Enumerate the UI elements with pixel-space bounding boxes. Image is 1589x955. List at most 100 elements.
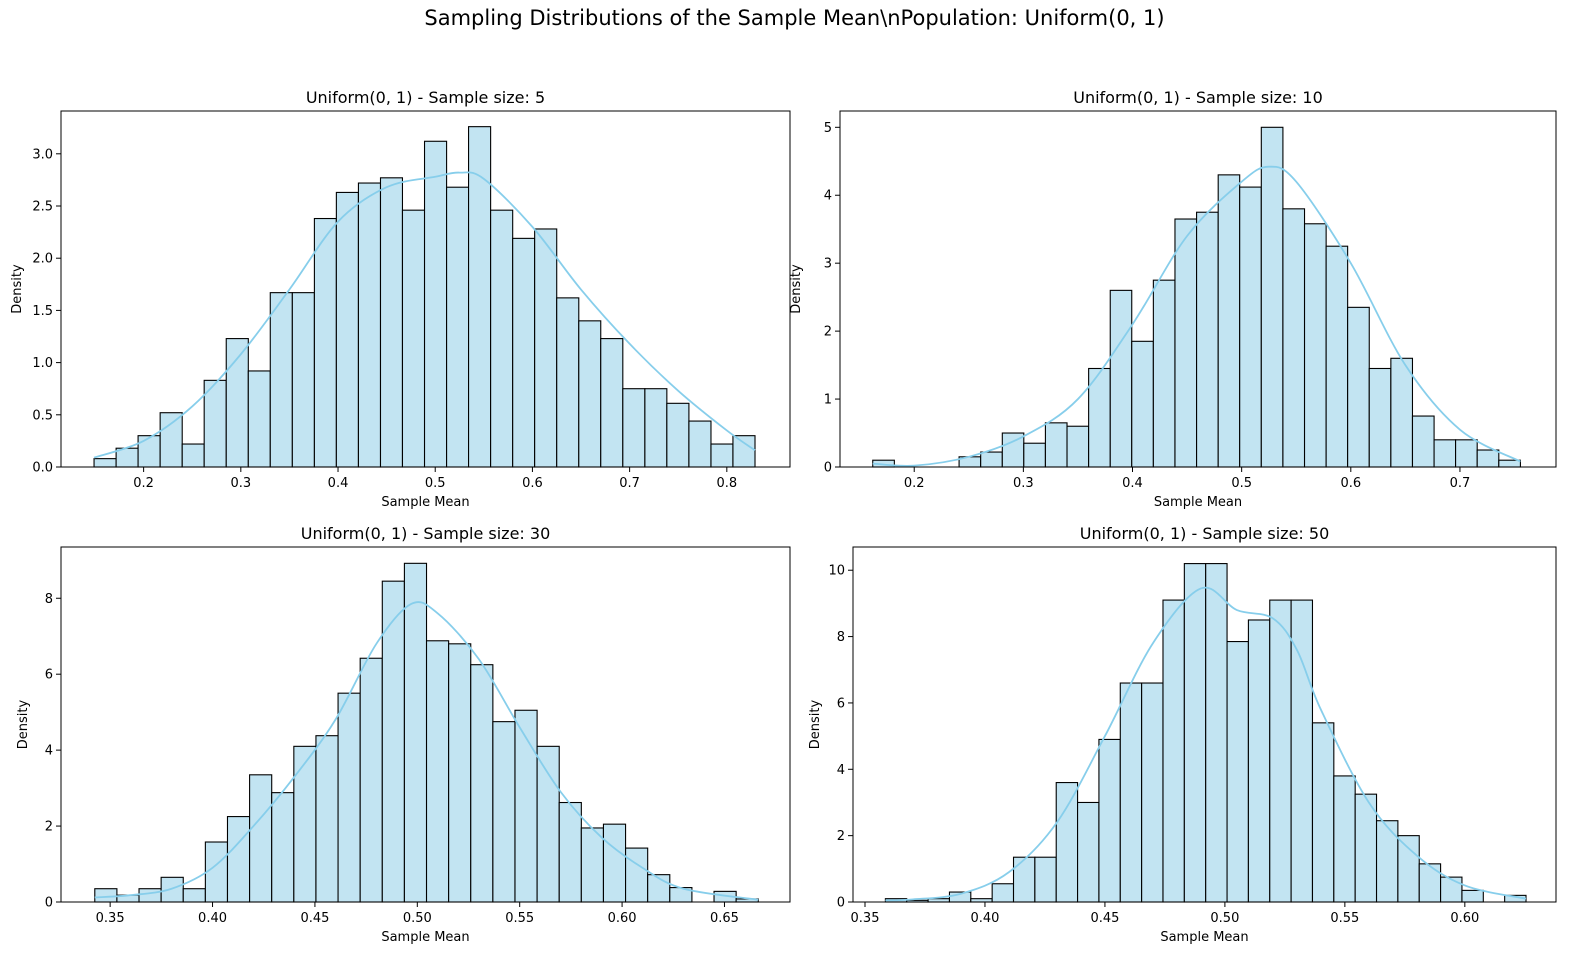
histogram-bar (1217, 174, 1241, 468)
subplot-3: 0.35 0.40 0.45 0.50 0.55 0.60 0.65 0 2 4 6 8 Uniform… (16, 524, 791, 945)
y-tick-label: 2 (824, 325, 832, 340)
x-axis-label: Sample Mean (1154, 495, 1242, 510)
y-tick-label: 1.5 (32, 304, 53, 319)
histogram-bar (1476, 449, 1500, 468)
x-tick-label: 0.7 (1450, 476, 1471, 491)
y-axis-label: Density (10, 264, 25, 314)
histogram-bar (182, 888, 206, 903)
x-tick-label: 0.55 (505, 911, 534, 926)
y-tick-label: 4 (824, 189, 832, 204)
histogram-bar (1196, 211, 1219, 468)
x-tick-label: 0.7 (619, 476, 640, 491)
histogram-bar (490, 209, 514, 468)
y-tick-label: 1.0 (32, 356, 53, 371)
histogram-bar (379, 177, 404, 468)
x-tick-label: 0.5 (425, 476, 446, 491)
histogram-bar (1347, 306, 1370, 468)
histogram-bar (556, 297, 580, 468)
x-tick-label: 0.2 (133, 476, 154, 491)
histogram-bar (644, 388, 668, 468)
histogram-bar (1205, 563, 1228, 903)
histogram-bar (1023, 442, 1046, 468)
histogram-bar (1174, 218, 1198, 468)
x-tick-label: 0.6 (522, 476, 543, 491)
histogram-bar (580, 827, 604, 903)
histogram-bar (1375, 820, 1399, 903)
histogram-bar (1066, 425, 1090, 468)
histogram-bar (1498, 459, 1521, 468)
histogram-bar (181, 443, 205, 468)
histogram-bar (1455, 439, 1478, 468)
histogram-bar (1055, 782, 1079, 903)
x-tick-label: 0.35 (96, 911, 125, 926)
histogram-bar (1152, 279, 1176, 468)
y-axis-label: Density (789, 264, 804, 314)
histogram-bar (1109, 289, 1133, 468)
histogram-bar (492, 721, 516, 903)
histogram-bar (710, 443, 734, 468)
histogram-bar (1034, 856, 1057, 903)
x-tick-label: 0.40 (970, 911, 999, 926)
histogram-bar (423, 140, 448, 468)
x-tick-label: 0.50 (403, 911, 432, 926)
histogram-bar (337, 692, 361, 903)
histogram-bar (160, 876, 184, 903)
subplot-title: Uniform(0, 1) - Sample size: 50 (1080, 524, 1330, 543)
histogram-bar (446, 186, 470, 468)
histogram-bar (1119, 682, 1143, 903)
histogram-bar (1311, 722, 1335, 903)
x-tick-label: 0.3 (230, 476, 251, 491)
histogram-bar (315, 735, 339, 903)
x-tick-label: 0.60 (608, 911, 637, 926)
histogram-bar (359, 657, 383, 903)
histogram-bar (249, 774, 273, 903)
histogram-bar (401, 209, 426, 468)
histogram-bar (357, 182, 382, 468)
y-tick-label: 10 (828, 564, 845, 579)
histogram-bar (470, 664, 494, 903)
histogram-bar (335, 191, 359, 468)
histogram-bar (203, 379, 227, 468)
histogram-bar (1141, 682, 1164, 903)
histogram-bar (138, 888, 162, 903)
histogram-bar (204, 841, 229, 903)
x-tick-label: 0.50 (1210, 911, 1239, 926)
histogram-bar (625, 847, 649, 903)
x-tick-label: 0.35 (851, 911, 880, 926)
y-tick-label: 2.0 (32, 252, 53, 267)
y-tick-label: 8 (45, 592, 53, 607)
x-tick-label: 0.4 (328, 476, 349, 491)
y-tick-label: 4 (837, 763, 845, 778)
histogram-bar (1397, 835, 1420, 903)
histogram-bar (1044, 422, 1068, 468)
x-tick-label: 0.2 (904, 476, 925, 491)
y-tick-label: 4 (45, 744, 53, 759)
histogram-bar (1098, 738, 1121, 903)
y-axis-label: Density (808, 699, 823, 749)
histogram-bar (468, 126, 492, 468)
histogram-bar (991, 883, 1015, 903)
x-tick-label: 0.6 (1340, 476, 1361, 491)
histogram-bar (1303, 223, 1327, 468)
subplot-2: 0.2 0.3 0.4 0.5 0.6 0.7 0 1 2 3 4 5 Uniform(0, 1) - … (789, 88, 1557, 510)
y-tick-label: 0 (837, 896, 845, 911)
histogram-bar (1418, 863, 1442, 903)
y-tick-label: 0 (824, 461, 832, 476)
histogram-bar (93, 458, 117, 468)
histogram-bar (403, 562, 428, 903)
histogram-bar (1183, 563, 1207, 903)
histogram-bar (269, 292, 293, 468)
histogram-bar (1390, 357, 1414, 468)
y-tick-label: 2 (837, 829, 845, 844)
histogram-bar (512, 237, 536, 468)
histogram-bar (247, 370, 271, 468)
axes-frame (839, 110, 1557, 468)
histogram-bar (293, 745, 317, 903)
x-tick-label: 0.65 (710, 911, 739, 926)
x-axis-label: Sample Mean (381, 495, 469, 510)
histogram-bar (1461, 889, 1484, 903)
axes-frame (60, 110, 791, 468)
y-tick-label: 1 (824, 393, 832, 408)
x-tick-label: 0.55 (1330, 911, 1359, 926)
